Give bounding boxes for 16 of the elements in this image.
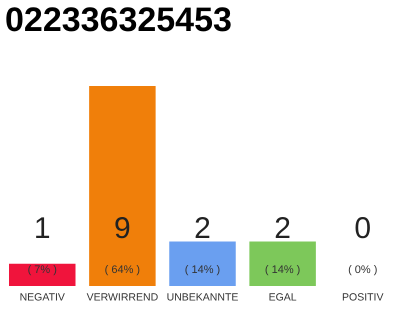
data-label: 2 — [194, 212, 211, 245]
annotation: ( 7% ) — [28, 264, 57, 276]
x-tick-label: VERWIRREND — [86, 292, 159, 304]
data-label: 1 — [34, 212, 51, 245]
annotation: ( 64% ) — [104, 264, 140, 276]
data-label: 2 — [274, 212, 291, 245]
annotation: ( 14% ) — [184, 264, 220, 276]
data-label: 9 — [114, 212, 131, 245]
x-tick-label: POSITIV — [342, 292, 384, 304]
annotation: ( 14% ) — [264, 264, 300, 276]
annotation: ( 0% ) — [348, 264, 378, 276]
data-label: 0 — [354, 212, 372, 245]
x-tick-label: UNBEKANNTE — [166, 292, 238, 304]
x-tick-label: EGAL — [268, 292, 297, 304]
x-tick-label: NEGATIV — [20, 292, 65, 304]
chart-title: 022336325453 — [5, 1, 232, 39]
